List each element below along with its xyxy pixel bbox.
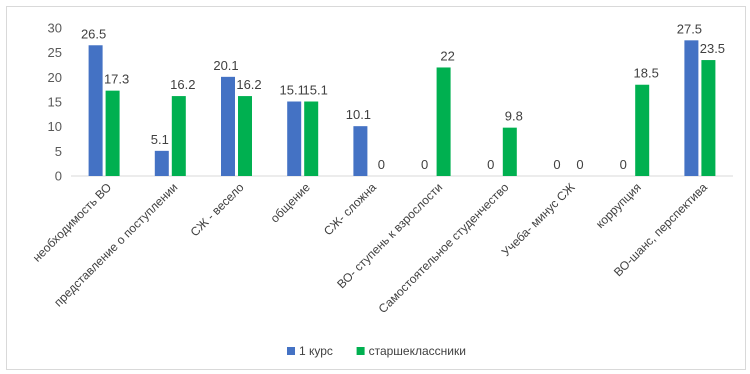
bar-series1 [154, 150, 169, 176]
bar-series1 [287, 101, 302, 176]
bar-series2 [171, 96, 186, 176]
data-label: 20.1 [213, 58, 238, 73]
data-label: 15.1 [280, 83, 305, 98]
data-label: 17.3 [104, 72, 129, 87]
y-tick-label: 20 [48, 70, 62, 85]
data-label: 0 [378, 157, 385, 172]
category-label: общение [268, 180, 313, 225]
bars [88, 40, 716, 177]
data-label: 26.5 [81, 26, 106, 41]
bar-series2 [304, 101, 319, 176]
data-label: 0 [487, 157, 494, 172]
y-tick-label: 5 [55, 144, 62, 159]
data-label: 16.2 [170, 77, 195, 92]
category-label: СЖ - весело [188, 180, 247, 239]
bar-series1 [88, 45, 103, 177]
category-label: ВО- ступень к взрослости [334, 180, 445, 291]
bar-series2 [701, 60, 716, 176]
bar-series2 [635, 84, 650, 176]
category-label: коррупция [593, 180, 644, 231]
y-axis: 0 5 10 15 20 25 30 [48, 21, 62, 184]
data-label: 16.2 [236, 77, 261, 92]
data-label: 0 [421, 157, 428, 172]
bar-series2 [502, 127, 517, 176]
data-label: 22 [440, 48, 454, 63]
bar-series1 [684, 40, 699, 177]
legend: 1 курс старшеклассники [287, 344, 466, 358]
y-tick-label: 10 [48, 119, 62, 134]
data-label: 27.5 [677, 21, 702, 36]
data-label: 9.8 [505, 109, 523, 124]
data-label: 15.1 [303, 83, 328, 98]
bar-series1 [353, 126, 368, 176]
bar-chart: 0 5 10 15 20 25 30 26.5 17.3 5.1 16.2 20.1 16.2 15.1… [30, 21, 733, 358]
legend-swatch [356, 347, 365, 355]
data-label: 5.1 [151, 132, 169, 147]
y-tick-label: 15 [48, 95, 62, 110]
bar-series1 [221, 76, 235, 176]
bar-series2 [105, 90, 120, 176]
legend-swatch [287, 347, 295, 355]
data-label: 10.1 [346, 107, 371, 122]
data-label: 0 [620, 157, 627, 172]
data-label: 0 [576, 157, 583, 172]
category-label: представление о поступлении [51, 180, 180, 309]
bar-series2 [436, 67, 451, 176]
data-label: 0 [553, 157, 560, 172]
category-label: Учеба- минус СЖ [499, 180, 578, 259]
chart-frame: 0 5 10 15 20 25 30 26.5 17.3 5.1 16.2 20.1 16.2 15.1… [6, 6, 746, 370]
legend-label: старшеклассники [369, 344, 466, 358]
y-tick-label: 30 [48, 21, 62, 36]
legend-label: 1 курс [299, 344, 333, 358]
category-label: Самостоятельное студенчество [376, 180, 512, 316]
y-tick-label: 25 [48, 45, 62, 60]
bar-series2 [238, 96, 252, 176]
data-label: 18.5 [634, 66, 659, 81]
y-tick-label: 0 [55, 169, 62, 184]
data-label: 23.5 [700, 41, 725, 56]
data-labels: 26.5 17.3 5.1 16.2 20.1 16.2 15.115.1 10.1 0 0 22 0… [81, 21, 725, 172]
category-label: СЖ- сложна [321, 180, 379, 238]
